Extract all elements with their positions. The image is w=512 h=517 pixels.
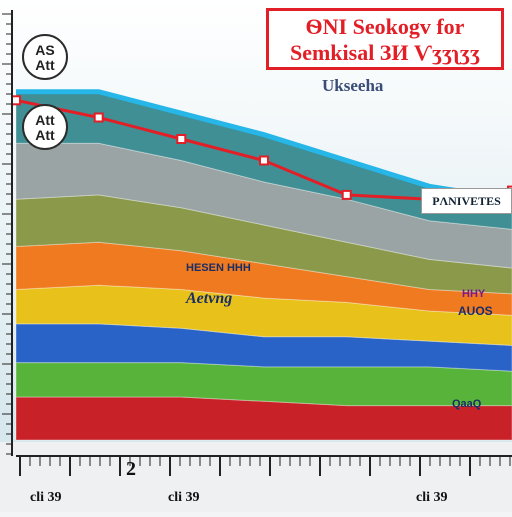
- legend-box: PΛΝΙVETES: [421, 188, 512, 214]
- trend-point: [341, 189, 352, 200]
- y-axis: [2, 10, 13, 456]
- title-line-2: Semkisal ЗИ Ѵʒʒʅʒʒ: [289, 40, 481, 65]
- annotation-e: QaaQ: [452, 398, 482, 410]
- x-tick-label-2: cli 39: [168, 490, 200, 505]
- annotation-c: HHY: [462, 288, 486, 300]
- chart-title: ѲΝΙ Seokogv for Semkisal ЗИ Ѵʒʒʅʒʒ: [266, 8, 504, 70]
- chart-subtitle: Ukseeha: [322, 76, 384, 95]
- area-series-7: [15, 142, 512, 269]
- x-axis-digit: 2: [126, 458, 136, 480]
- badge-bottom-line-2: Att: [35, 127, 55, 143]
- annotation-b: Aetvng: [186, 290, 233, 307]
- x-tick-label-1: cli 39: [30, 490, 62, 505]
- stack-top-edge: [16, 89, 512, 202]
- trend-point: [176, 134, 187, 144]
- annotation-a: HESEN HHH: [186, 262, 251, 274]
- badge-top-line-2: Att: [35, 57, 55, 73]
- badge-top: AS Att: [22, 34, 68, 80]
- title-line-1: ѲΝΙ Seokogv for: [305, 14, 465, 39]
- trend-point: [93, 112, 104, 123]
- trend-point: [259, 155, 269, 166]
- x-axis: [0, 442, 512, 512]
- badge-bottom-line-1: Att: [35, 112, 55, 128]
- badge-top-line-1: AS: [35, 42, 55, 58]
- x-tick-label-3: cli 39: [416, 490, 448, 505]
- area-series-6: [15, 194, 512, 295]
- axis-band: [0, 442, 512, 512]
- badge-bottom: Att Att: [22, 104, 68, 150]
- trend-point: [11, 95, 21, 106]
- annotation-d: AUOS: [458, 304, 493, 318]
- area-series-3: [15, 323, 512, 372]
